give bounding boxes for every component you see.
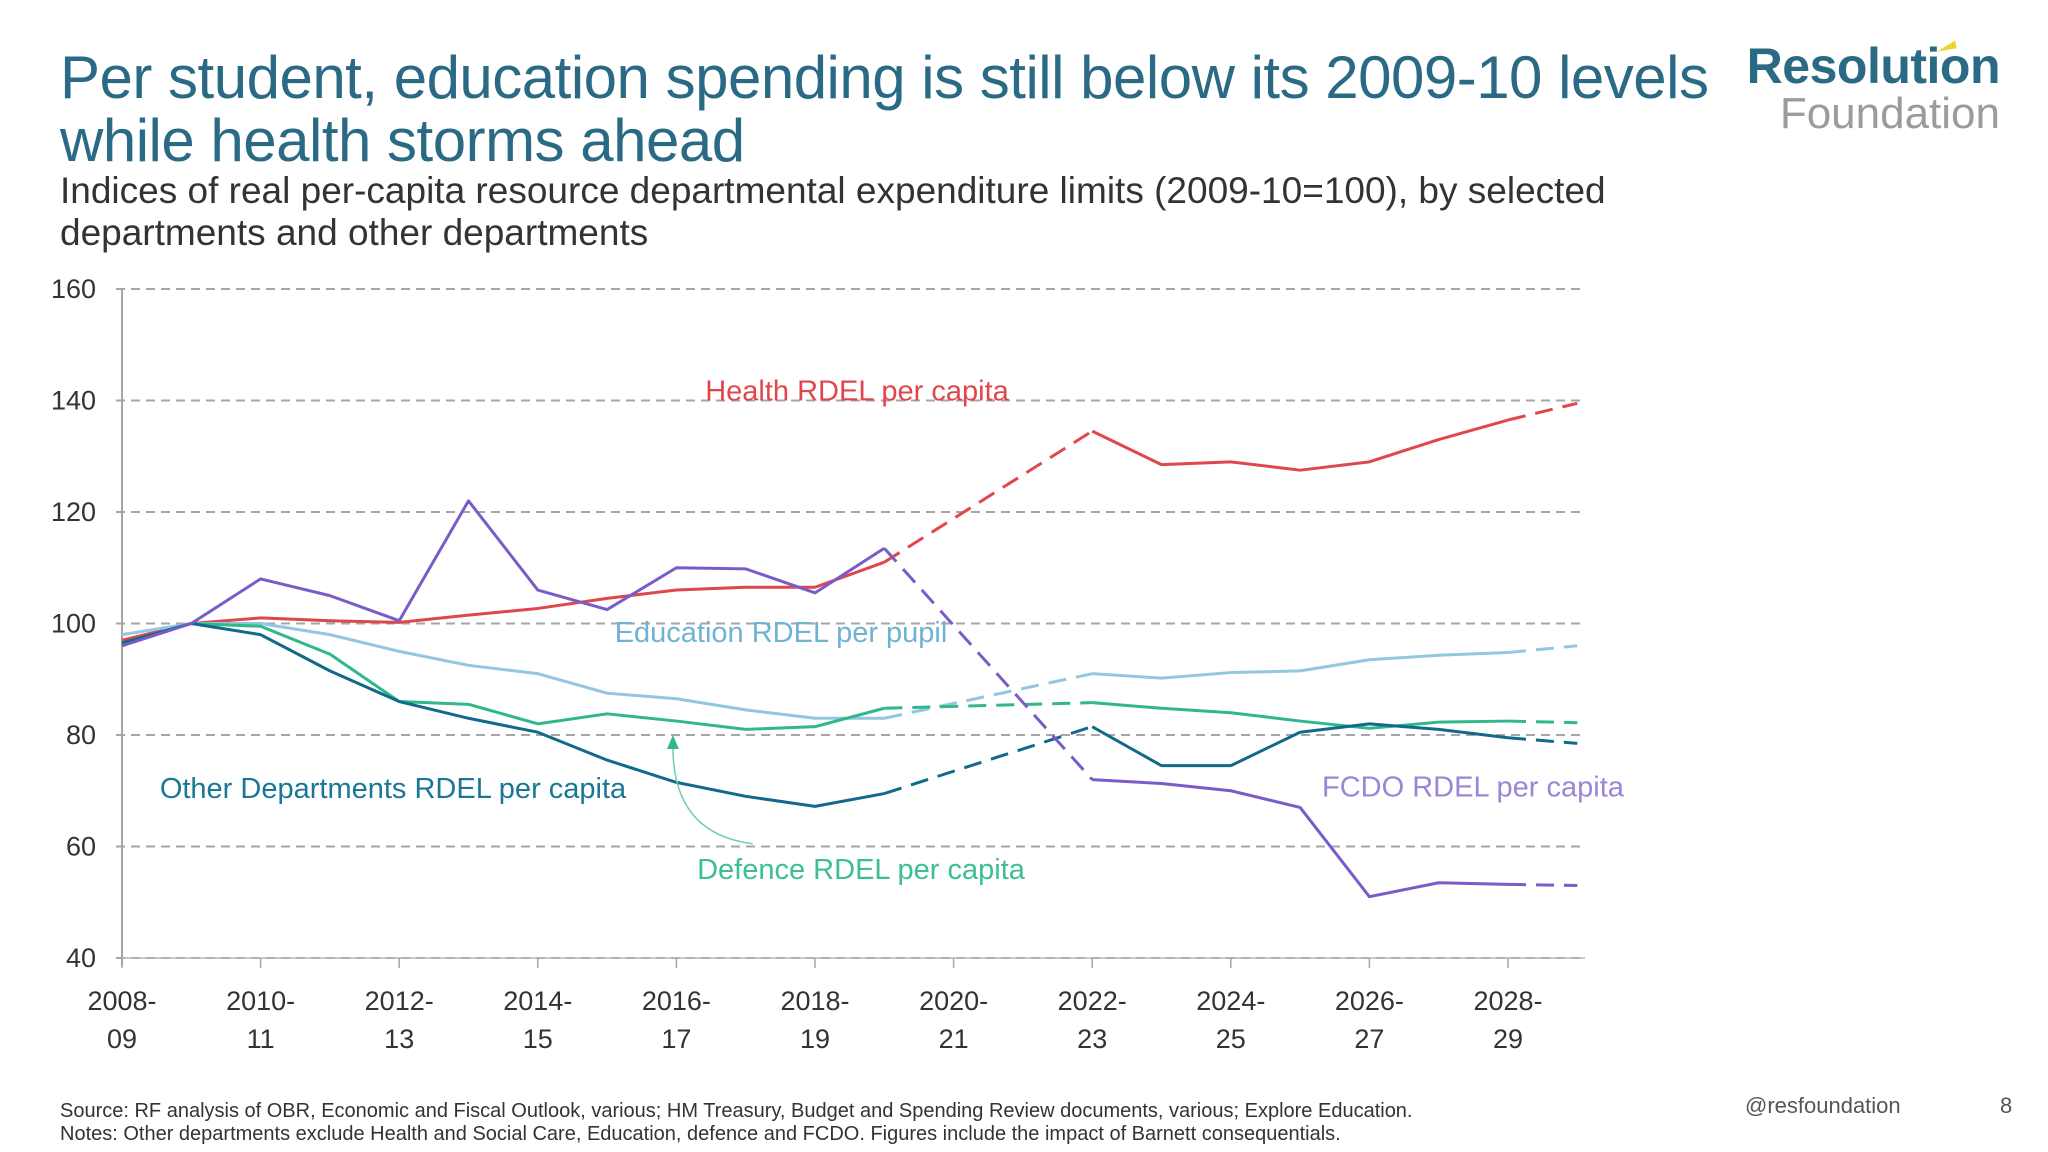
series-label-defence-rdel-per-capita: Defence RDEL per capita <box>697 854 1026 886</box>
x-tick-label-line2: 19 <box>800 1024 830 1054</box>
x-tick-label-line1: 2010- <box>226 986 295 1016</box>
series-line-health-rdel-per-capita-solid <box>1091 418 1509 472</box>
y-tick-label: 40 <box>66 943 96 973</box>
axes <box>121 289 1585 966</box>
series-label-fcdo-rdel-per-capita: FCDO RDEL per capita <box>1322 771 1625 803</box>
series-label-education-rdel-per-pupil: Education RDEL per pupil <box>615 617 948 649</box>
twitter-handle: @resfoundation <box>1745 1093 1901 1118</box>
series-line-other-departments-rdel-per-capita-solid <box>121 622 885 808</box>
annotations <box>666 735 753 845</box>
y-tick-label: 100 <box>51 609 96 639</box>
series-line-defence-rdel-per-capita-solid <box>1092 701 1509 730</box>
x-tick-label-line2: 15 <box>523 1024 553 1054</box>
x-tick-label-line1: 2026- <box>1335 986 1404 1016</box>
series-line-fcdo-rdel-per-capita-solid <box>121 499 886 648</box>
series-line-defence-rdel-per-capita-dashed <box>884 701 1093 710</box>
x-tick-label-line1: 2016- <box>642 986 711 1016</box>
defence-arrow-line <box>672 746 753 845</box>
logo-wordmark-resolution: Resolution <box>1736 38 2001 94</box>
logo-wordmark-foundation: Foundation <box>1779 89 2000 138</box>
x-tick-label-line2: 09 <box>107 1024 137 1054</box>
x-tick-label-line2: 11 <box>247 1024 275 1054</box>
series-line-defence-rdel-per-capita-dashed <box>1507 719 1578 725</box>
y-tick-label: 60 <box>66 832 96 862</box>
notes-text: Notes: Other departments exclude Health … <box>60 1123 1341 1145</box>
series-line-education-rdel-per-pupil-dashed <box>883 672 1093 720</box>
x-tick-label-line1: 2020- <box>919 986 988 1016</box>
y-tick-label: 120 <box>51 497 96 527</box>
x-tick-label-line2: 23 <box>1077 1024 1107 1054</box>
source-text: Source: RF analysis of OBR, Economic and… <box>60 1100 1413 1122</box>
series-line-other-departments-rdel-per-capita-dashed <box>1507 736 1578 745</box>
series-line-other-departments-rdel-per-capita-solid <box>1091 722 1509 768</box>
chart-subtitle: Indices of real per-capita resource depa… <box>60 170 1606 253</box>
logo-line1: Resolution <box>1746 38 2001 94</box>
series-line-health-rdel-per-capita-solid <box>121 560 885 642</box>
series-label-health-rdel-per-capita: Health RDEL per capita <box>705 375 1009 407</box>
x-tick-label-line1: 2014- <box>503 986 572 1016</box>
y-tick-label: 140 <box>51 386 96 416</box>
series-line-fcdo-rdel-per-capita-dashed <box>1507 882 1578 888</box>
series-line-education-rdel-per-pupil-solid <box>1092 650 1509 680</box>
page-number: 8 <box>2000 1093 2013 1118</box>
x-tick-label-line2: 25 <box>1216 1024 1246 1054</box>
resolution-foundation-logo: Resolution Foundation <box>1736 38 2001 138</box>
series-line-health-rdel-per-capita-dashed <box>883 429 1093 564</box>
series-line-defence-rdel-per-capita-solid <box>121 622 885 731</box>
x-tick-label-line1: 2008- <box>87 986 156 1016</box>
slide-title: Per student, education spending is still… <box>60 44 1709 174</box>
x-tick-label-line1: 2028- <box>1473 986 1542 1016</box>
series-line-fcdo-rdel-per-capita-dashed <box>883 547 1094 781</box>
series-labels: Health RDEL per capita Education RDEL per… <box>160 375 1625 885</box>
x-tick-label-line1: 2024- <box>1196 986 1265 1016</box>
x-tick-label-line2: 29 <box>1493 1024 1523 1054</box>
x-tick-label-line1: 2022- <box>1058 986 1127 1016</box>
series-lines <box>121 401 1578 899</box>
x-axis-ticks: 2008- 09 2010- 11 2012- 13 2014- 15 2016- 17 2018-… <box>87 958 1543 1054</box>
x-tick-label-line1: 2018- <box>780 986 849 1016</box>
y-tick-label: 160 <box>51 274 96 304</box>
x-tick-label-line2: 27 <box>1354 1024 1384 1054</box>
x-tick-label-line2: 17 <box>661 1024 691 1054</box>
y-axis-ticks: 40 60 80 100 120 140 160 <box>51 274 96 973</box>
series-line-education-rdel-per-pupil-dashed <box>1507 644 1578 654</box>
footer-source-notes: Source: RF analysis of OBR, Economic and… <box>60 1100 1413 1146</box>
series-line-health-rdel-per-capita-dashed <box>1507 401 1578 422</box>
series-line-education-rdel-per-pupil-solid <box>121 622 885 720</box>
x-tick-label-line1: 2012- <box>365 986 434 1016</box>
y-tick-label: 80 <box>66 720 96 750</box>
arrowhead-icon <box>666 735 679 749</box>
x-tick-label-line2: 13 <box>384 1024 414 1054</box>
series-label-other-departments-rdel-per-capita: Other Departments RDEL per capita <box>160 773 627 805</box>
x-tick-label-line2: 21 <box>939 1024 969 1054</box>
series-line-other-departments-rdel-per-capita-dashed <box>883 725 1093 795</box>
